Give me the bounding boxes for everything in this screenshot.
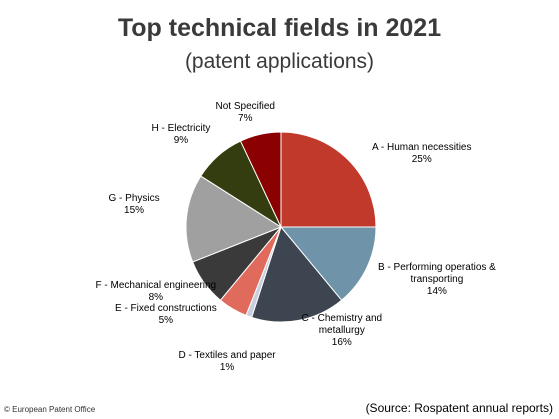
slice-label-name: H - Electricity: [152, 123, 211, 135]
slice-label-name: transporting: [378, 274, 496, 286]
slice-label: B - Performing operatios &transporting14…: [378, 262, 496, 298]
slice-label: C - Chemistry andmetallurgy16%: [302, 313, 383, 349]
slice-label-name: D - Textiles and paper: [179, 350, 276, 362]
slice-label: G - Physics15%: [109, 193, 160, 217]
slice-label-value: 14%: [378, 286, 496, 298]
copyright-note: © European Patent Office: [4, 405, 95, 414]
slice-label-value: 5%: [115, 315, 217, 327]
slice-label: D - Textiles and paper1%: [179, 350, 276, 374]
slice-label-value: 9%: [152, 135, 211, 147]
slice-label-name: F - Mechanical engineering: [96, 280, 217, 292]
slice-label-name: B - Performing operatios &: [378, 262, 496, 274]
slice-label-name: metallurgy: [302, 325, 383, 337]
pie-slice-1: [281, 132, 376, 227]
slice-label-name: Not Specified: [216, 101, 275, 113]
slice-label: F - Mechanical engineering8%: [96, 280, 217, 304]
slice-label-value: 8%: [96, 292, 217, 304]
slice-label-name: A - Human necessities: [372, 142, 472, 154]
slice-label: A - Human necessities25%: [372, 142, 472, 166]
slice-label-name: C - Chemistry and: [302, 313, 383, 325]
source-note: (Source: Rospatent annual reports): [366, 401, 553, 415]
slice-label-value: 15%: [109, 205, 160, 217]
slice-label: E - Fixed constructions5%: [115, 303, 217, 327]
slice-label: H - Electricity9%: [152, 123, 211, 147]
slice-label-name: G - Physics: [109, 193, 160, 205]
slice-label-value: 1%: [179, 362, 276, 374]
slice-label: Not Specified7%: [216, 101, 275, 125]
slice-label-value: 7%: [216, 113, 275, 125]
slice-label-value: 25%: [372, 154, 472, 166]
slice-label-value: 16%: [302, 337, 383, 349]
slice-label-name: E - Fixed constructions: [115, 303, 217, 315]
